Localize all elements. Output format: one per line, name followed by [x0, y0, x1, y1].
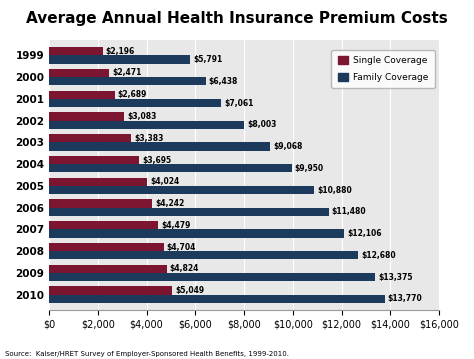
Bar: [49, 55, 190, 64]
Bar: [49, 178, 147, 186]
Bar: [49, 77, 206, 85]
Text: $7,061: $7,061: [224, 98, 254, 107]
Text: $3,383: $3,383: [135, 134, 164, 143]
Bar: [49, 121, 244, 129]
Text: $13,770: $13,770: [388, 294, 422, 303]
Bar: [49, 251, 358, 260]
Text: $5,791: $5,791: [193, 55, 222, 64]
Bar: [49, 208, 329, 216]
Bar: [49, 99, 221, 107]
Text: Average Annual Health Insurance Premium Costs: Average Annual Health Insurance Premium …: [26, 11, 448, 26]
Bar: [49, 186, 314, 194]
Text: $8,003: $8,003: [247, 120, 276, 129]
Text: $4,704: $4,704: [166, 243, 196, 252]
Text: $2,689: $2,689: [118, 90, 147, 99]
Text: $3,083: $3,083: [127, 112, 156, 121]
Text: $4,479: $4,479: [161, 221, 191, 230]
Bar: [49, 164, 292, 172]
Legend: Single Coverage, Family Coverage: Single Coverage, Family Coverage: [331, 50, 435, 88]
Bar: [49, 265, 166, 273]
Text: $12,106: $12,106: [347, 229, 382, 238]
Bar: [49, 112, 124, 121]
Bar: [49, 243, 164, 251]
Text: Source:  Kaiser/HRET Survey of Employer-Sponsored Health Benefits, 1999-2010.: Source: Kaiser/HRET Survey of Employer-S…: [5, 351, 289, 357]
Text: $4,824: $4,824: [170, 264, 199, 273]
Text: $2,471: $2,471: [112, 69, 142, 78]
Bar: [49, 221, 158, 229]
Bar: [49, 90, 115, 99]
Bar: [49, 143, 270, 151]
Bar: [49, 69, 109, 77]
Text: $13,375: $13,375: [378, 272, 412, 281]
Text: $9,068: $9,068: [273, 142, 302, 151]
Bar: [49, 295, 385, 303]
Text: $12,680: $12,680: [361, 251, 396, 260]
Text: $6,438: $6,438: [209, 77, 238, 86]
Text: $4,242: $4,242: [155, 199, 184, 208]
Text: $11,480: $11,480: [332, 207, 366, 216]
Text: $3,695: $3,695: [142, 155, 171, 164]
Bar: [49, 47, 102, 55]
Bar: [49, 273, 375, 281]
Bar: [49, 199, 153, 208]
Bar: [49, 156, 139, 164]
Text: $5,049: $5,049: [175, 286, 204, 295]
Text: $2,196: $2,196: [105, 47, 135, 56]
Text: $9,950: $9,950: [294, 164, 324, 173]
Bar: [49, 229, 344, 238]
Bar: [49, 286, 172, 295]
Text: $4,024: $4,024: [150, 177, 179, 186]
Bar: [49, 134, 131, 143]
Text: $10,880: $10,880: [317, 186, 352, 195]
